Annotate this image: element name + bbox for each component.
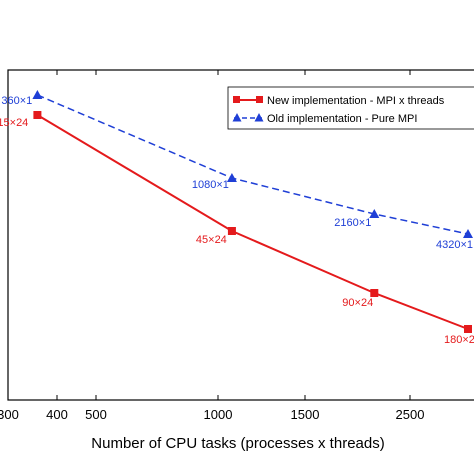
x-tick-label: 500 bbox=[85, 407, 107, 422]
legend-entry-new: New implementation - MPI x threads bbox=[233, 95, 445, 107]
series-layer: 15×24 45×24 90×24 180×24 360×1 1080×1 2160×1 43… bbox=[0, 90, 474, 346]
legend-marker-old-left bbox=[232, 113, 242, 122]
x-axis: 300 400 500 1000 1500 2500 bbox=[0, 70, 424, 422]
series-line bbox=[37, 94, 469, 235]
legend-box bbox=[227, 86, 474, 130]
x-axis-label: Number of CPU tasks (processes x threads… bbox=[91, 435, 384, 452]
x-tick-label: 1000 bbox=[204, 407, 233, 422]
data-point bbox=[369, 209, 380, 218]
legend-label-old: Old implementation - Pure MPI bbox=[267, 113, 417, 125]
data-point bbox=[370, 289, 379, 297]
legend-marker-new-left bbox=[233, 96, 240, 103]
x-tick-label: 300 bbox=[0, 407, 19, 422]
legend-marker-new-right bbox=[256, 96, 263, 103]
data-label: 180×24 bbox=[444, 334, 474, 346]
data-point bbox=[32, 90, 43, 99]
legend-entry-old: Old implementation - Pure MPI bbox=[232, 113, 417, 125]
series-line bbox=[36, 114, 469, 330]
legend-label-new: New implementation - MPI x threads bbox=[267, 95, 445, 107]
data-point bbox=[227, 227, 236, 235]
data-label: 2160×1 bbox=[334, 217, 371, 229]
legend-marker-old-right bbox=[254, 113, 264, 122]
data-point bbox=[464, 325, 472, 333]
data-label: 360×1 bbox=[1, 95, 32, 107]
data-label: 1080×1 bbox=[192, 179, 229, 191]
data-label: 15×24 bbox=[0, 117, 28, 129]
x-tick-label: 2500 bbox=[396, 407, 425, 422]
x-tick-label: 1500 bbox=[291, 407, 320, 422]
series-1: 360×1 1080×1 2160×1 4320×1 bbox=[1, 90, 473, 251]
x-tick-label: 400 bbox=[46, 407, 68, 422]
series-0: 15×24 45×24 90×24 180×24 bbox=[0, 111, 474, 346]
legend: New implementation - MPI x threads Old i… bbox=[227, 86, 474, 130]
data-label: 45×24 bbox=[196, 234, 227, 246]
data-point bbox=[33, 111, 42, 119]
data-label: 4320×1 bbox=[436, 239, 473, 251]
plot-frame bbox=[7, 69, 474, 401]
data-label: 90×24 bbox=[342, 297, 373, 309]
data-point bbox=[463, 229, 473, 238]
data-point bbox=[226, 173, 237, 182]
